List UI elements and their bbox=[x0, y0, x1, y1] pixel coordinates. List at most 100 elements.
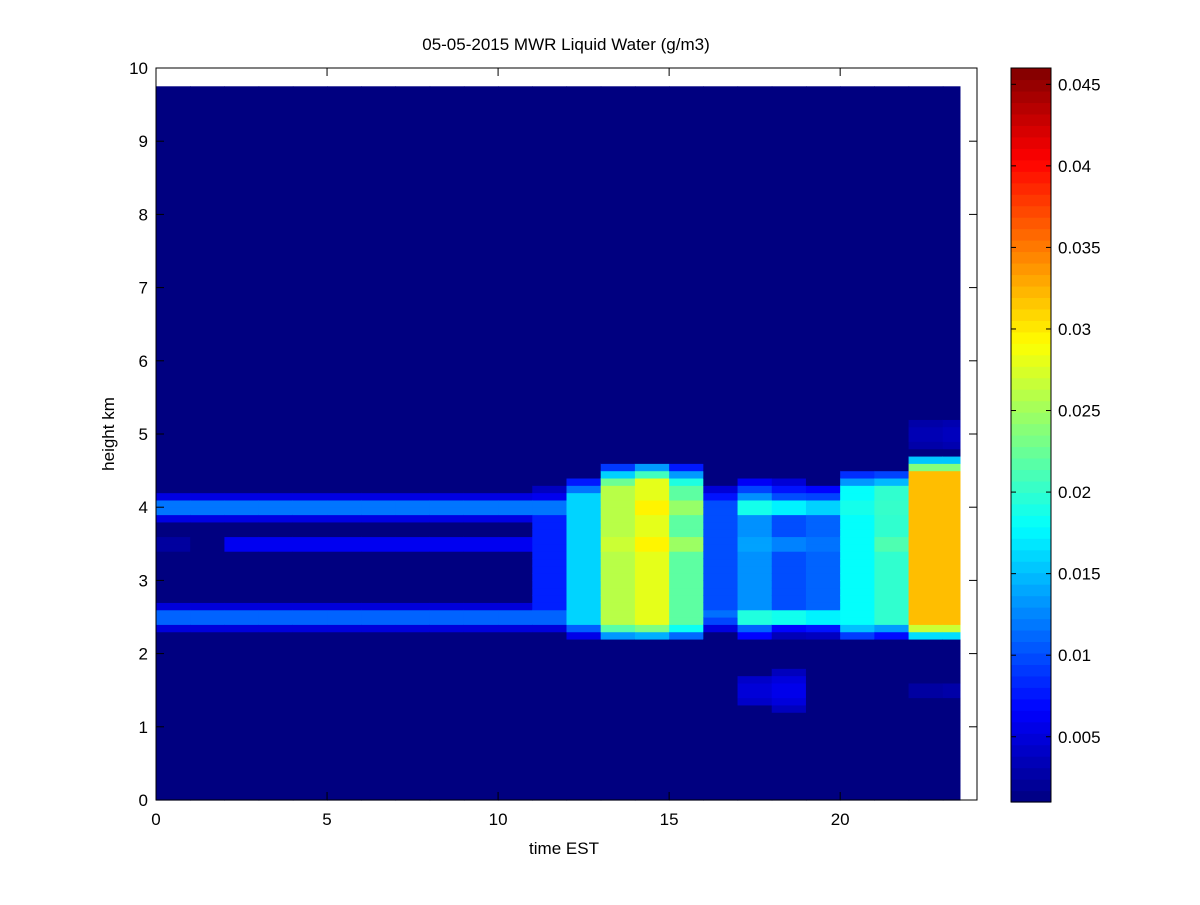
heatmap-cell bbox=[908, 682, 944, 691]
heatmap-cell bbox=[532, 133, 568, 142]
heatmap-cell bbox=[190, 177, 226, 186]
heatmap-cell bbox=[600, 207, 636, 215]
heatmap-cell bbox=[395, 375, 431, 384]
heatmap-cell bbox=[942, 638, 961, 647]
heatmap-cell bbox=[292, 587, 328, 596]
heatmap-cell bbox=[429, 229, 465, 237]
heatmap-cell bbox=[156, 338, 191, 347]
heatmap-cell bbox=[429, 763, 465, 772]
heatmap-cell bbox=[190, 704, 226, 713]
heatmap-cell bbox=[156, 119, 191, 128]
heatmap-cell bbox=[840, 141, 875, 150]
heatmap-cell bbox=[395, 712, 431, 721]
heatmap-cell bbox=[908, 763, 944, 772]
heatmap-cell bbox=[292, 499, 328, 508]
heatmap-cell bbox=[292, 229, 328, 237]
heatmap-cell bbox=[737, 155, 773, 164]
heatmap-cell bbox=[566, 646, 602, 655]
colorbar-segment bbox=[1011, 492, 1051, 505]
heatmap-cell bbox=[669, 485, 704, 494]
heatmap-cell bbox=[395, 785, 431, 794]
heatmap-cell bbox=[463, 638, 499, 647]
heatmap-cell bbox=[771, 287, 807, 296]
heatmap-cell bbox=[292, 741, 328, 750]
heatmap-cell bbox=[224, 221, 260, 230]
heatmap-cell bbox=[840, 675, 875, 684]
heatmap-cell bbox=[498, 675, 533, 684]
heatmap-cell bbox=[224, 141, 260, 150]
heatmap-cell bbox=[600, 514, 636, 523]
heatmap-cell bbox=[498, 741, 533, 750]
heatmap-cell bbox=[258, 251, 294, 259]
heatmap-cell bbox=[805, 660, 841, 669]
heatmap-cell bbox=[634, 631, 670, 640]
heatmap-cell bbox=[292, 397, 328, 406]
heatmap-cell bbox=[156, 309, 191, 318]
heatmap-cell bbox=[532, 324, 568, 333]
heatmap-cell bbox=[737, 148, 773, 157]
heatmap-cell bbox=[498, 748, 533, 757]
heatmap-cell bbox=[532, 280, 568, 289]
heatmap-cell bbox=[498, 573, 533, 581]
heatmap-cell bbox=[258, 375, 294, 384]
heatmap-cell bbox=[429, 602, 465, 611]
heatmap-cell bbox=[361, 126, 397, 135]
heatmap-cell bbox=[771, 97, 807, 106]
heatmap-cell bbox=[634, 272, 670, 281]
heatmap-cell bbox=[463, 463, 499, 472]
heatmap-cell bbox=[805, 770, 841, 779]
heatmap-cell bbox=[669, 155, 704, 164]
heatmap-cell bbox=[600, 375, 636, 384]
x-tick-label: 10 bbox=[489, 810, 508, 829]
heatmap-cell bbox=[463, 185, 499, 194]
heatmap-cell bbox=[429, 587, 465, 596]
heatmap-cell bbox=[874, 756, 910, 764]
heatmap-cell bbox=[327, 660, 362, 669]
heatmap-cell bbox=[156, 653, 191, 662]
heatmap-cell bbox=[258, 119, 294, 128]
heatmap-cell bbox=[532, 434, 568, 442]
heatmap-cell bbox=[156, 697, 191, 706]
colorbar-segment bbox=[1011, 366, 1051, 379]
heatmap-cell bbox=[840, 382, 875, 391]
heatmap-cell bbox=[463, 111, 499, 120]
heatmap-cell bbox=[669, 697, 704, 706]
colorbar-segment bbox=[1011, 733, 1051, 746]
heatmap-cell bbox=[361, 536, 397, 545]
heatmap-cell bbox=[258, 426, 294, 435]
heatmap-cell bbox=[874, 573, 910, 581]
heatmap-cell bbox=[327, 499, 362, 508]
heatmap-cell bbox=[327, 119, 362, 128]
heatmap-cell bbox=[498, 412, 533, 420]
heatmap-cell bbox=[327, 551, 362, 560]
heatmap-cell bbox=[942, 375, 961, 384]
heatmap-cell bbox=[156, 690, 191, 699]
heatmap-cell bbox=[498, 309, 533, 318]
heatmap-cell bbox=[395, 404, 431, 413]
heatmap-cell bbox=[703, 133, 739, 142]
y-tick-label: 1 bbox=[139, 718, 148, 737]
heatmap-cell bbox=[532, 653, 568, 662]
heatmap-cell bbox=[942, 734, 961, 743]
heatmap-cell bbox=[224, 778, 260, 786]
heatmap-cell bbox=[908, 587, 944, 596]
y-tick-label: 4 bbox=[139, 498, 148, 517]
heatmap-cell bbox=[361, 133, 397, 142]
heatmap-cell bbox=[463, 704, 499, 713]
heatmap-cell bbox=[292, 309, 328, 318]
heatmap-cell bbox=[908, 163, 944, 172]
heatmap-cell bbox=[771, 741, 807, 750]
heatmap-cell bbox=[703, 170, 739, 179]
heatmap-cell bbox=[942, 785, 961, 794]
heatmap-cell bbox=[292, 529, 328, 538]
heatmap-cell bbox=[156, 770, 191, 779]
heatmap-cell bbox=[292, 126, 328, 135]
heatmap-cell bbox=[429, 133, 465, 142]
heatmap-cell bbox=[669, 441, 704, 450]
heatmap-cell bbox=[634, 595, 670, 603]
heatmap-cell bbox=[908, 668, 944, 677]
heatmap-cell bbox=[566, 712, 602, 721]
heatmap-cell bbox=[395, 514, 431, 523]
heatmap-cell bbox=[908, 258, 944, 267]
heatmap-cell bbox=[395, 236, 431, 245]
